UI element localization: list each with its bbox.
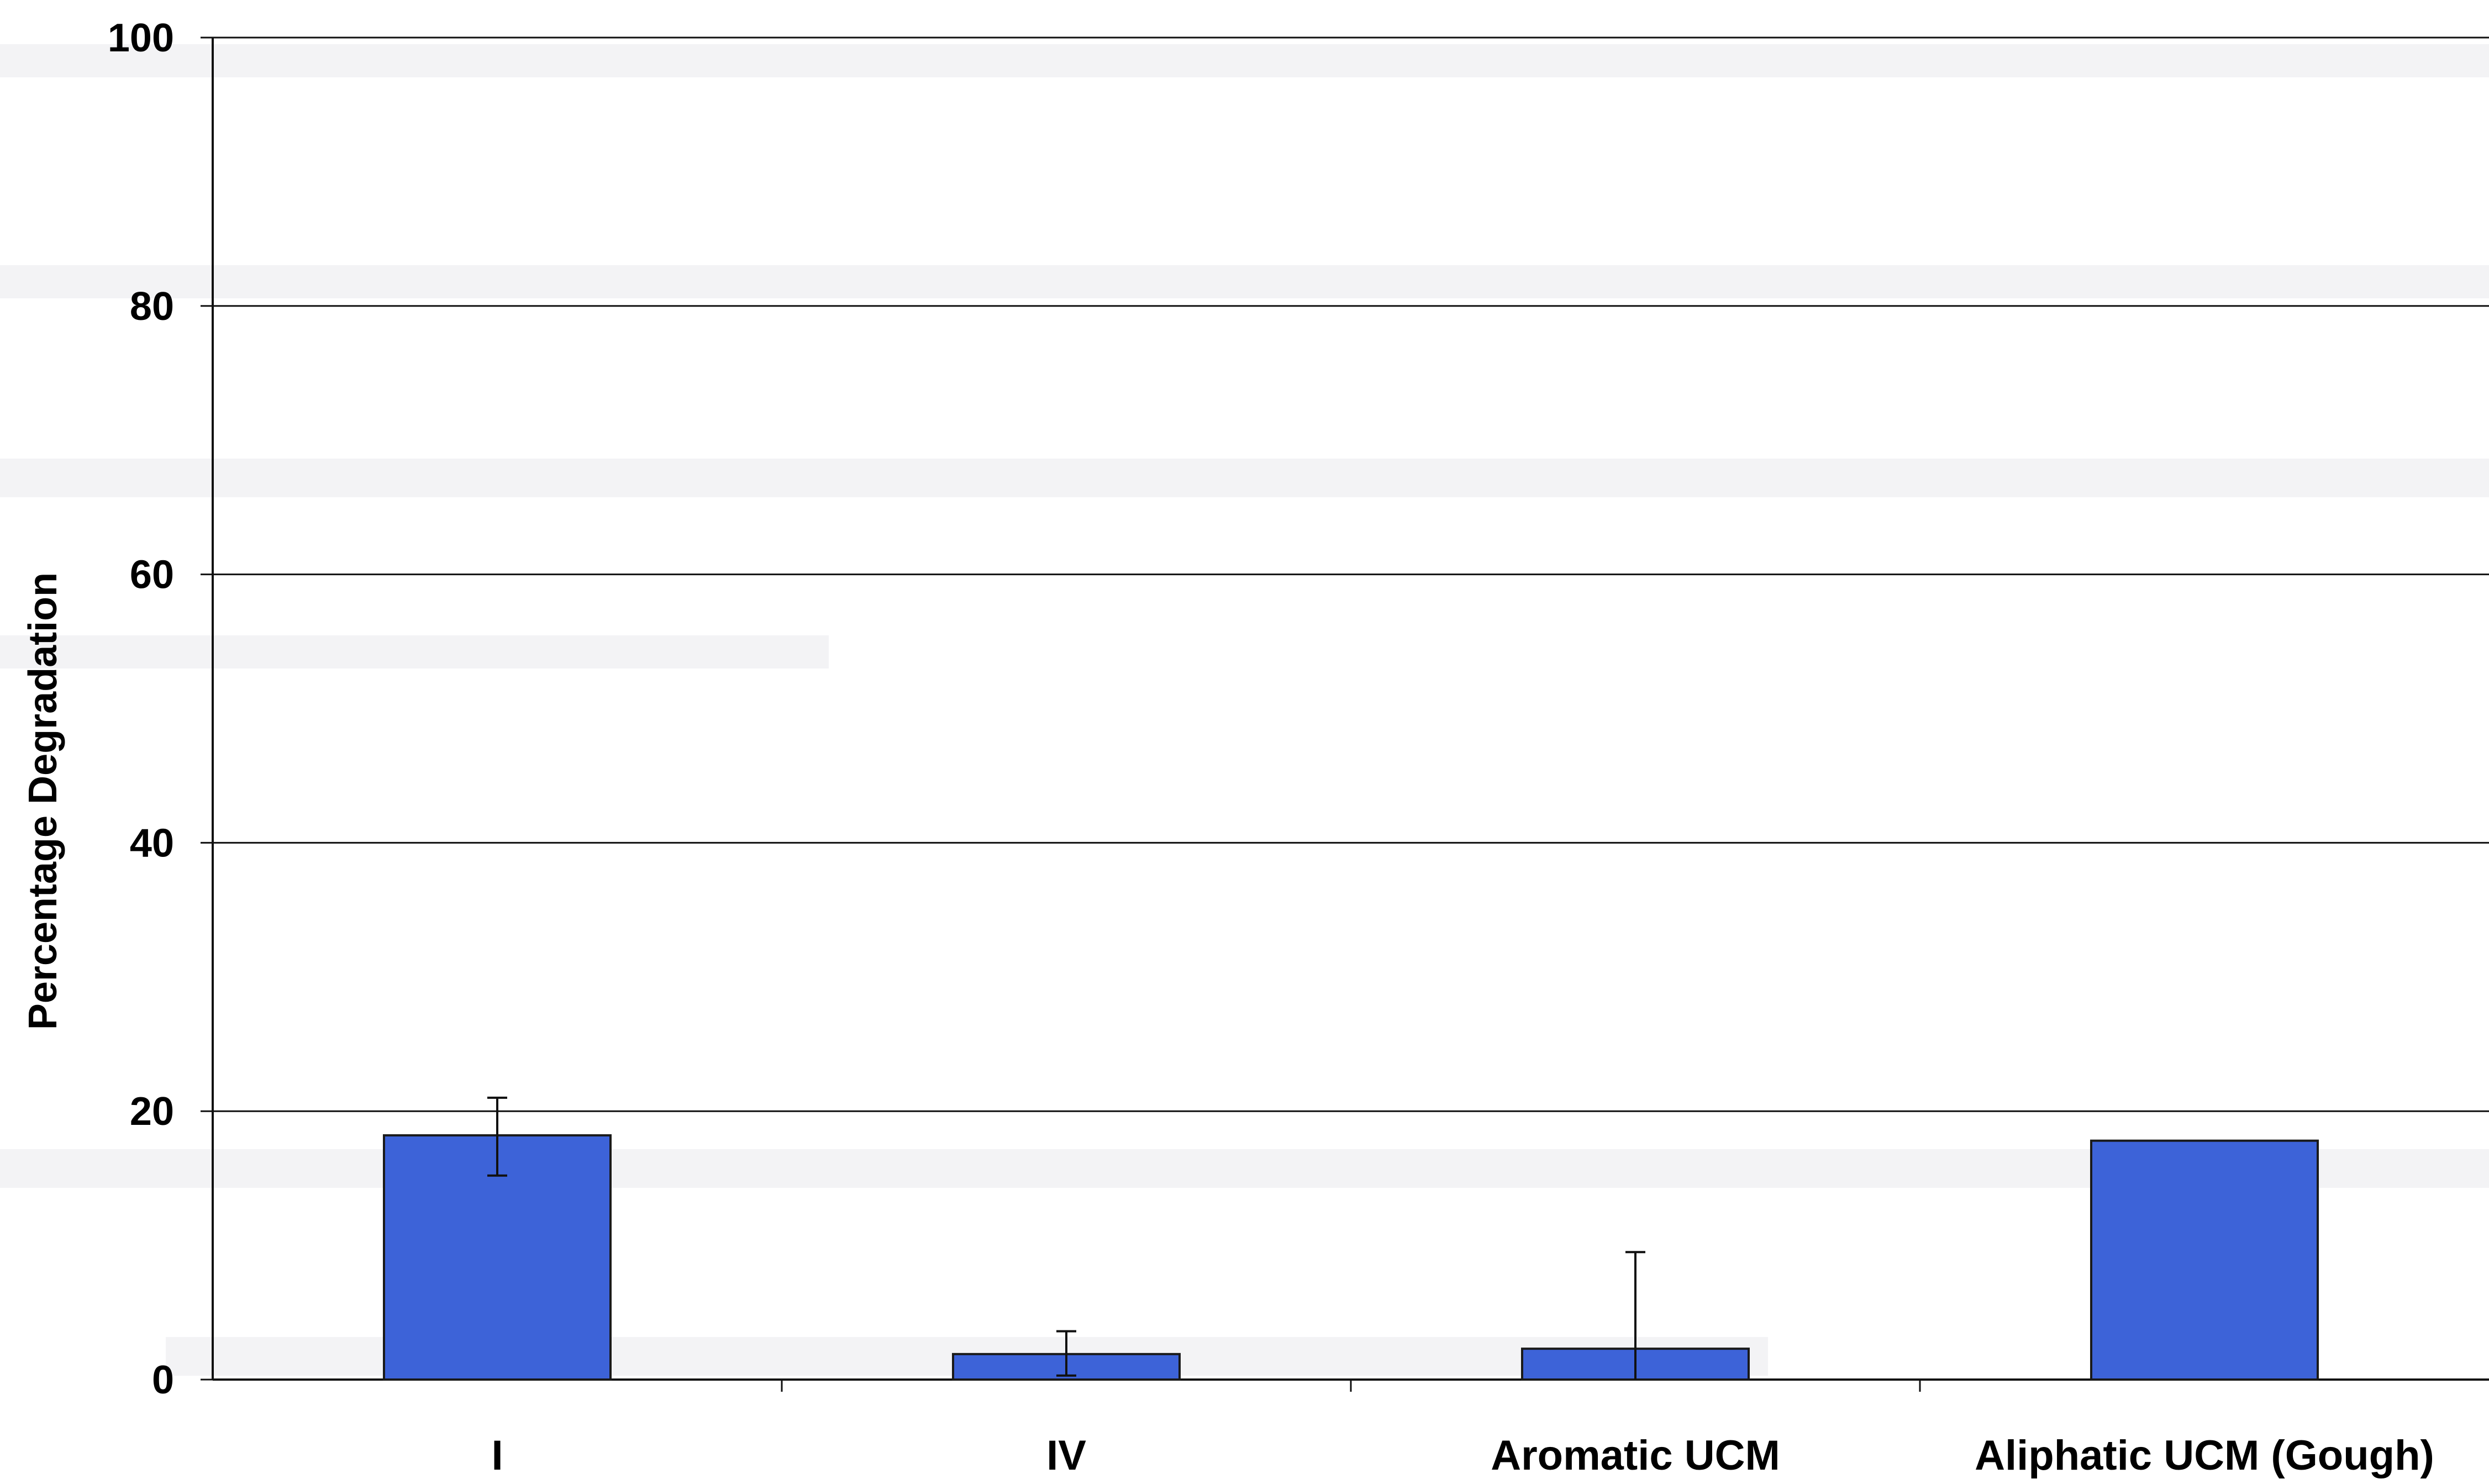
- bars: [383, 1134, 2319, 1381]
- y-tick-labels: 0 20 40 60 80 100: [108, 16, 174, 1402]
- x-tick-label: I: [491, 1432, 503, 1479]
- x-tick-label: IV: [1046, 1432, 1086, 1479]
- x-tick-labels: I IV Aromatic UCM Aliphatic UCM (Gough): [491, 1432, 2434, 1479]
- y-tick-label: 20: [130, 1090, 174, 1134]
- y-tick-label: 60: [130, 553, 174, 597]
- y-tick-label: 40: [130, 821, 174, 865]
- x-tick-label: Aliphatic UCM (Gough): [1975, 1432, 2434, 1479]
- x-tick-label: Aromatic UCM: [1491, 1432, 1780, 1479]
- y-tick-label: 100: [108, 16, 174, 60]
- error-bars: [487, 1096, 1645, 1380]
- bar: [2090, 1139, 2319, 1381]
- y-axis-label: Percentage Degradation: [21, 572, 65, 1030]
- y-tick-label: 0: [152, 1358, 174, 1402]
- y-tick-label: 80: [130, 285, 174, 329]
- gridlines: [213, 36, 2489, 1112]
